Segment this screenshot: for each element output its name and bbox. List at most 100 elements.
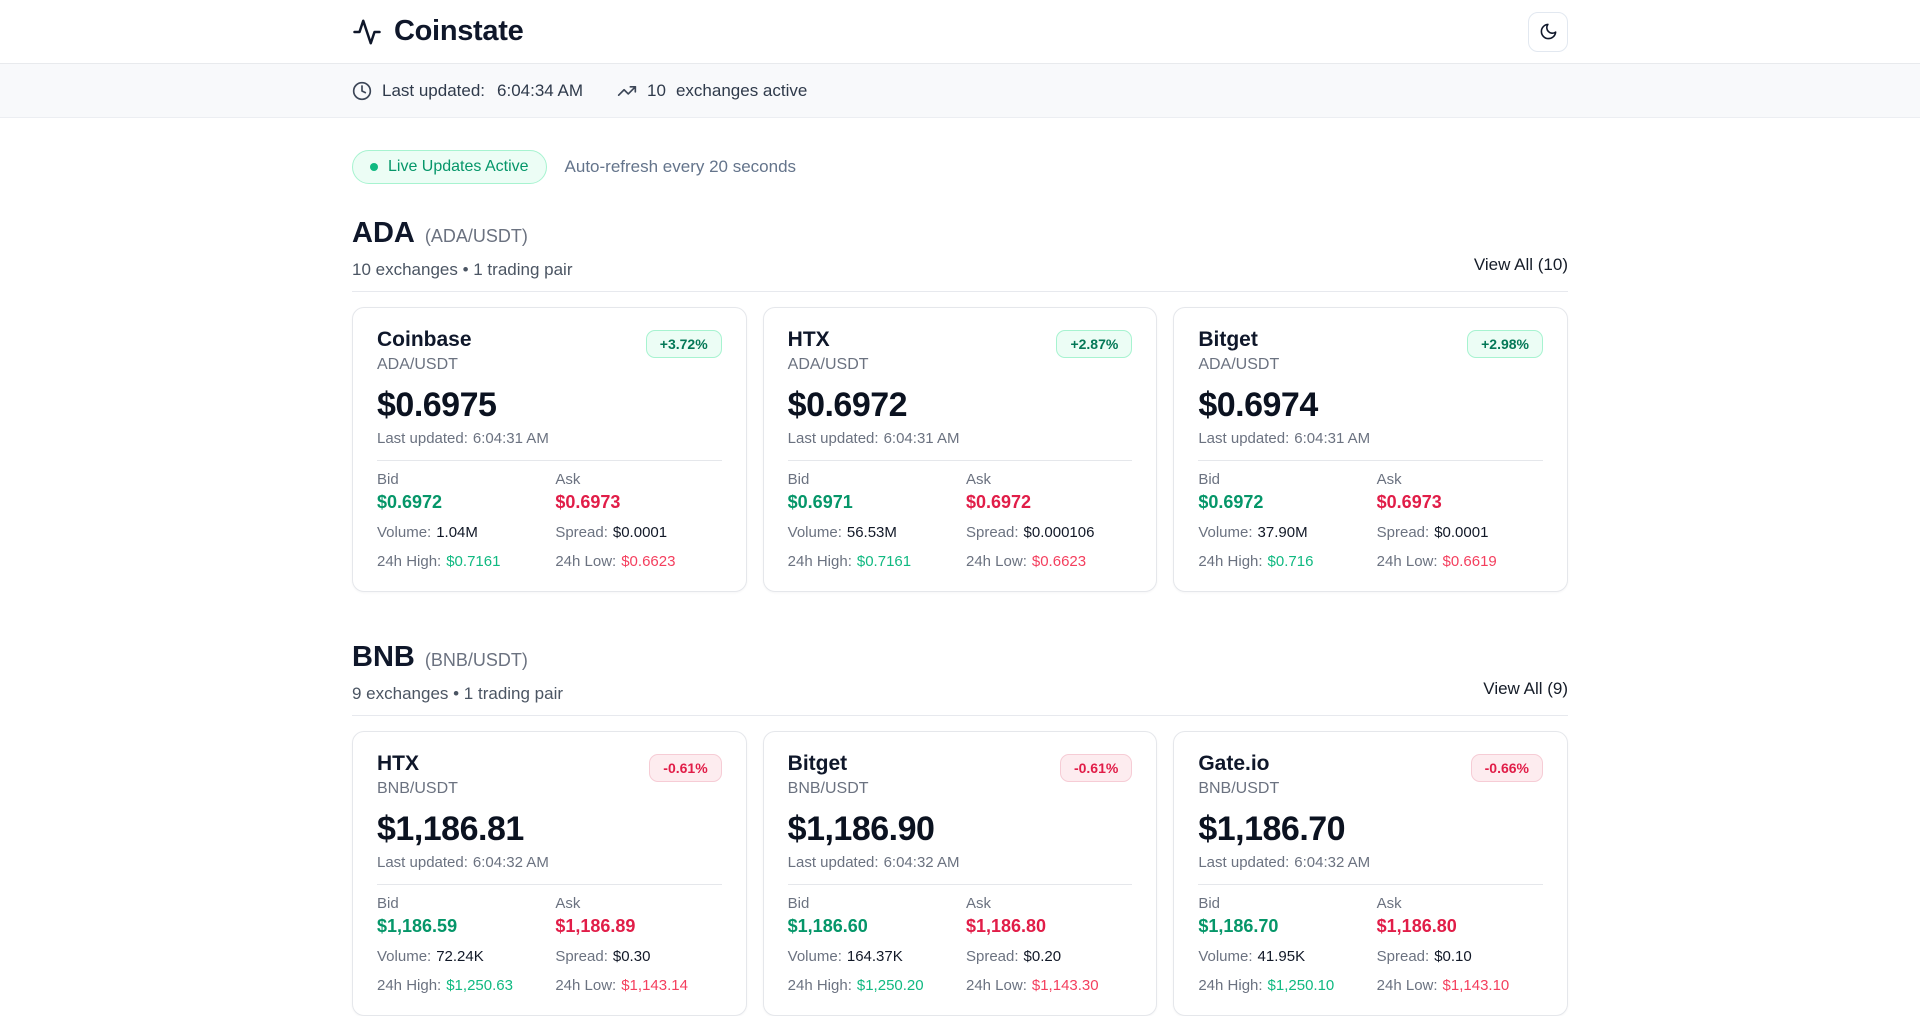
card-last-updated: Last updated: 6:04:32 AM (1198, 853, 1543, 872)
change-badge: -0.61% (649, 754, 722, 782)
view-all-link[interactable]: View All (9) (1483, 679, 1568, 698)
high-label: 24h High: (1198, 977, 1263, 994)
card-divider (787, 460, 1133, 461)
main-content: Live Updates Active Auto-refresh every 2… (352, 118, 1568, 1016)
exchange-name: Bitget (1198, 328, 1258, 351)
card-divider (1198, 460, 1543, 461)
spread-value: $0.10 (1434, 948, 1472, 965)
card-updated-label: Last updated: (1198, 430, 1290, 447)
high-value: $1,250.20 (856, 977, 924, 994)
card-updated-label: Last updated: (377, 854, 468, 871)
exchange-cards-grid: Coinbase ADA/USDT +3.72% $0.6975 Last update… (352, 307, 1568, 592)
spread-label: Spread: (1376, 948, 1430, 965)
spread-row: Spread: $0.0001 (555, 523, 721, 542)
last-price: $1,186.90 (787, 810, 935, 848)
section-header: ADA (ADA/USDT) 10 exchanges • 1 trading pa… (352, 216, 1568, 292)
low-row: 24h Low: $0.6619 (1377, 552, 1543, 571)
section-title: ADA (ADA/USDT) (352, 216, 573, 254)
last-price: $0.6974 (1198, 386, 1318, 424)
card-divider (1198, 884, 1543, 885)
bid-value: $1,186.70 (1198, 916, 1279, 936)
volume-label: Volume: (787, 948, 842, 965)
high-value: $1,250.63 (446, 977, 513, 994)
volume-label: Volume: (377, 948, 432, 965)
high-row: 24h High: $1,250.10 (1198, 976, 1364, 995)
last-updated-label: Last updated: (382, 80, 486, 100)
last-price: $0.6972 (787, 386, 908, 424)
low-label: 24h Low: (555, 553, 617, 570)
low-row: 24h Low: $1,143.14 (555, 976, 721, 995)
low-value: $1,143.10 (1442, 977, 1510, 994)
low-value: $1,143.14 (621, 977, 688, 994)
trading-pair: ADA/USDT (1198, 356, 1280, 373)
spread-value: $0.20 (1023, 948, 1062, 965)
exchange-count-label: exchanges active (675, 80, 808, 100)
spread-value: $0.000106 (1023, 524, 1095, 541)
volume-value: 37.90M (1257, 524, 1308, 541)
auto-refresh-note: Auto-refresh every 20 seconds (564, 157, 797, 176)
low-row: 24h Low: $1,143.10 (1377, 976, 1543, 995)
bid-value: $0.6972 (1198, 492, 1264, 512)
section-meta: 9 exchanges • 1 trading pair (352, 684, 564, 703)
section-symbol: ADA (352, 217, 415, 249)
spread-label: Spread: (555, 524, 608, 541)
bid-label: Bid (787, 471, 810, 488)
exchange-name: Bitget (787, 752, 848, 775)
low-label: 24h Low: (555, 977, 617, 994)
last-price: $1,186.70 (1198, 810, 1346, 848)
moon-icon (1540, 23, 1556, 40)
spread-row: Spread: $0.0001 (1377, 523, 1543, 542)
card-updated-time: 6:04:32 AM (472, 854, 549, 871)
ask-label: Ask (555, 471, 581, 488)
low-label: 24h Low: (1376, 553, 1438, 570)
volume-value: 72.24K (436, 948, 484, 965)
high-row: 24h High: $1,250.63 (377, 976, 543, 995)
trading-pair: ADA/USDT (377, 356, 458, 373)
low-row: 24h Low: $0.6623 (555, 552, 721, 571)
ask-label: Ask (555, 895, 581, 912)
app-title: Coinstate (394, 15, 524, 47)
exchange-card: Gate.io BNB/USDT -0.66% $1,186.70 Last updat… (1173, 731, 1568, 1016)
bid-value: $1,186.59 (377, 916, 458, 936)
exchange-name: Gate.io (1198, 752, 1270, 775)
activity-icon (353, 19, 381, 44)
trading-pair: BNB/USDT (377, 780, 458, 797)
card-updated-label: Last updated: (787, 430, 879, 447)
last-price: $1,186.81 (377, 810, 524, 848)
ask-value: $1,186.80 (965, 916, 1047, 936)
section-pair: (BNB/USDT) (424, 650, 528, 670)
exchanges-active-status: 10 exchanges active (617, 81, 807, 101)
theme-toggle-button[interactable] (1528, 11, 1568, 52)
app-header: Coinstate (0, 0, 1920, 64)
card-updated-time: 6:04:32 AM (883, 854, 960, 871)
volume-value: 41.95K (1257, 948, 1306, 965)
exchange-name: HTX (787, 328, 830, 351)
high-value: $1,250.10 (1267, 977, 1335, 994)
view-all-link[interactable]: View All (10) (1473, 255, 1568, 274)
live-updates-badge-label: Live Updates Active (388, 158, 529, 175)
high-row: 24h High: $1,250.20 (788, 976, 954, 995)
high-row: 24h High: $0.7161 (788, 552, 954, 571)
section-header: BNB (BNB/USDT) 9 exchanges • 1 trading pai… (352, 640, 1568, 716)
ask-label: Ask (965, 471, 991, 488)
low-row: 24h Low: $0.6623 (966, 552, 1132, 571)
card-updated-time: 6:04:32 AM (1294, 854, 1371, 871)
card-updated-time: 6:04:31 AM (1294, 430, 1371, 447)
exchange-card: HTX BNB/USDT -0.61% $1,186.81 Last updated: 6… (352, 731, 747, 1016)
spread-value: $0.30 (612, 948, 651, 965)
high-label: 24h High: (787, 553, 852, 570)
last-updated-time: 6:04:34 AM (497, 80, 584, 100)
volume-row: Volume: 56.53M (788, 523, 954, 542)
spread-label: Spread: (965, 948, 1019, 965)
spread-row: Spread: $0.30 (555, 947, 721, 966)
volume-row: Volume: 37.90M (1198, 523, 1364, 542)
high-value: $0.7161 (856, 553, 912, 570)
high-label: 24h High: (787, 977, 852, 994)
statusbar: Last updated: 6:04:34 AM 10 exchanges ac… (0, 64, 1920, 118)
coin-section-bnb: BNB (BNB/USDT) 9 exchanges • 1 trading pai… (352, 640, 1568, 1016)
card-last-updated: Last updated: 6:04:31 AM (377, 429, 722, 448)
trading-pair: BNB/USDT (1198, 780, 1280, 797)
last-updated-status: Last updated: 6:04:34 AM (352, 81, 583, 101)
low-value: $1,143.30 (1031, 977, 1099, 994)
volume-value: 1.04M (436, 524, 478, 541)
